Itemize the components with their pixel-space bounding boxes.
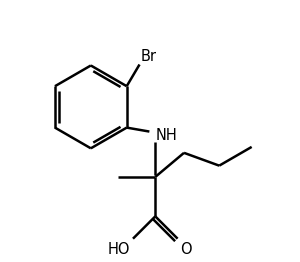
Text: Br: Br [140, 48, 157, 63]
Text: O: O [181, 242, 192, 257]
Text: NH: NH [155, 128, 177, 143]
Text: HO: HO [107, 242, 130, 257]
